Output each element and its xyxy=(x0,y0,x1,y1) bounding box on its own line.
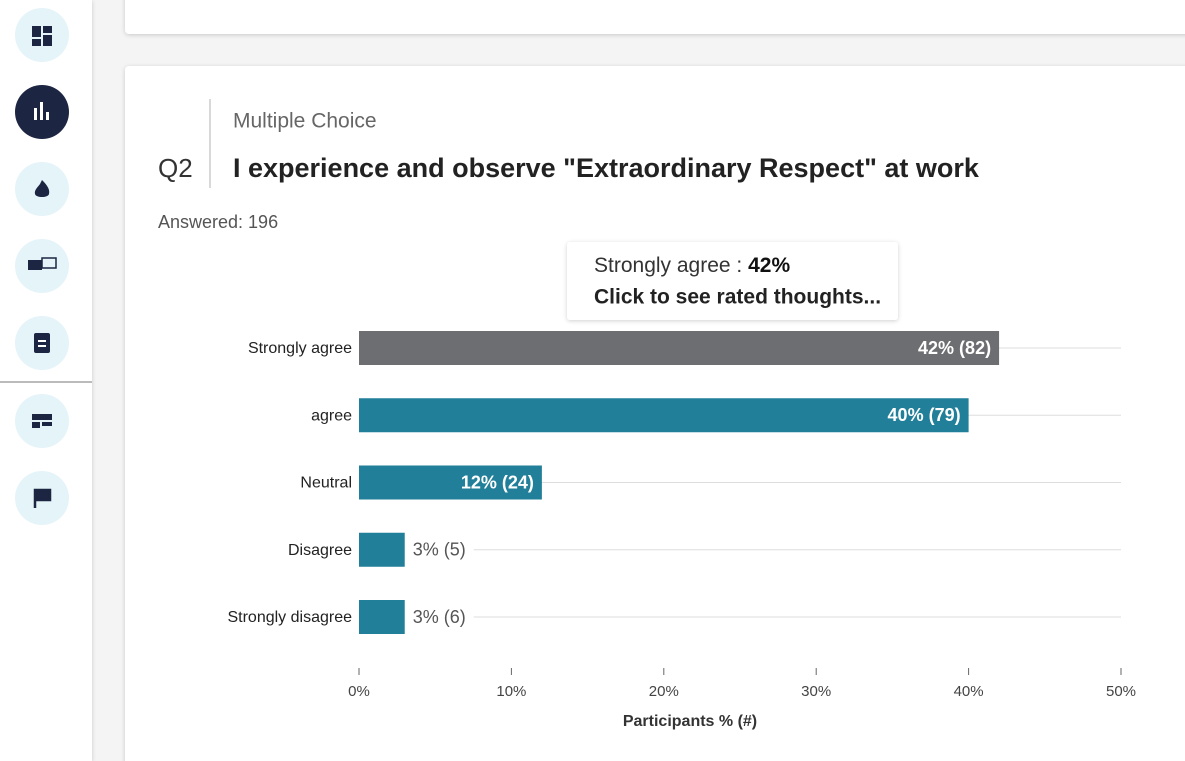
nav-comments[interactable] xyxy=(15,394,69,448)
answered-count: Answered: 196 xyxy=(158,212,278,232)
x-tick-label: 20% xyxy=(649,683,679,700)
bar xyxy=(359,331,1000,365)
question-title: I experience and observe "Extraordinary … xyxy=(233,153,980,183)
question-kind: Multiple Choice xyxy=(233,110,377,133)
x-tick-label: 40% xyxy=(954,683,984,700)
x-tick-label: 50% xyxy=(1106,683,1136,700)
tooltip-action[interactable]: Click to see rated thoughts... xyxy=(594,286,881,309)
bar xyxy=(359,600,405,634)
y-tick-label: Disagree xyxy=(288,542,352,559)
value-label: 42% (82) xyxy=(918,338,991,358)
tooltip-text: Strongly agree : 42% xyxy=(594,254,790,277)
value-label: 40% (79) xyxy=(888,405,961,425)
bar xyxy=(359,465,542,500)
icon xyxy=(32,414,52,428)
x-tick-label: 10% xyxy=(496,683,526,700)
icon xyxy=(34,333,50,353)
tooltip xyxy=(567,242,898,320)
value-label: 3% (6) xyxy=(413,607,466,627)
y-tick-label: Neutral xyxy=(300,475,352,492)
y-tick-label: agree xyxy=(311,407,352,424)
icon xyxy=(32,26,52,46)
tooltip-category: Strongly agree : xyxy=(594,254,742,277)
question-number: Q2 xyxy=(158,153,193,183)
x-axis-title: Participants % (#) xyxy=(623,713,757,730)
icon xyxy=(34,102,49,120)
y-tick-label: Strongly disagree xyxy=(227,609,352,626)
value-label: 3% (5) xyxy=(413,540,466,560)
bar xyxy=(359,532,405,567)
chart: 0% 10% 20% 30% 40% 50% Participants % (#) Stron… xyxy=(227,331,1136,730)
value-label: 12% (24) xyxy=(461,472,534,492)
previous-card xyxy=(125,0,1185,34)
tooltip-value: 42% xyxy=(748,254,790,277)
x-tick-label: 30% xyxy=(801,683,831,700)
icon xyxy=(33,488,52,508)
bar xyxy=(359,398,969,433)
x-tick-label: 0% xyxy=(348,683,370,700)
icon xyxy=(28,257,57,270)
nav-dashboard[interactable] xyxy=(15,8,69,62)
icon xyxy=(34,180,50,197)
y-tick-label: Strongly agree xyxy=(248,340,352,357)
nav-icons xyxy=(0,8,92,525)
